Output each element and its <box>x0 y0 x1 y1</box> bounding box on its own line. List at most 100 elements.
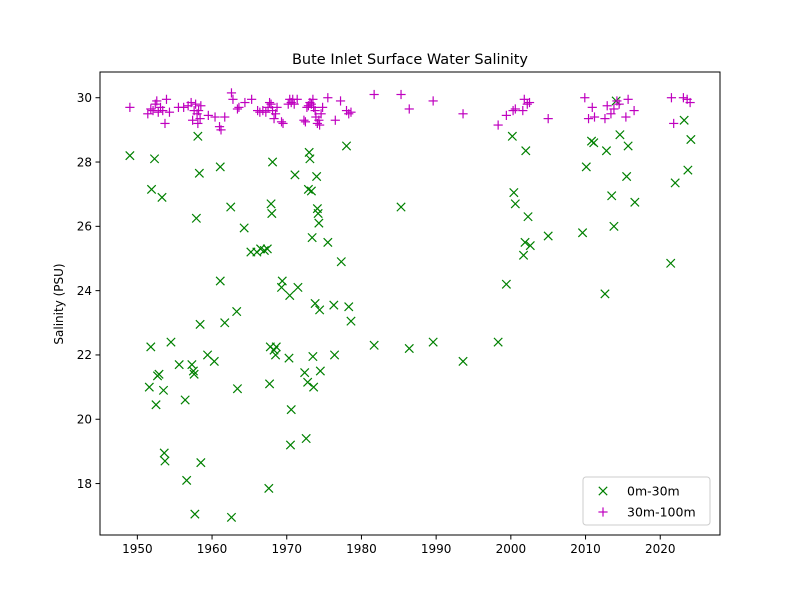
data-point <box>589 112 600 122</box>
data-point <box>161 94 172 104</box>
data-point <box>264 97 275 108</box>
data-point <box>621 112 631 122</box>
data-point <box>154 369 164 379</box>
y-tick-label: 30 <box>77 91 92 105</box>
data-point <box>323 237 333 248</box>
data-point <box>600 114 610 124</box>
data-point <box>520 237 530 248</box>
data-point <box>284 353 294 363</box>
data-point <box>270 109 281 119</box>
data-point <box>159 448 169 458</box>
data-point <box>232 104 243 114</box>
data-point <box>164 107 175 117</box>
data-point <box>148 105 158 116</box>
data-point <box>305 154 315 164</box>
data-point <box>149 154 160 164</box>
data-point <box>314 115 324 125</box>
data-point <box>316 109 326 119</box>
data-point <box>323 93 333 103</box>
data-point <box>615 130 625 140</box>
data-point <box>266 99 276 109</box>
data-point <box>179 102 189 112</box>
data-point <box>186 97 196 108</box>
data-point <box>259 245 269 256</box>
data-point <box>521 146 531 156</box>
data-point <box>314 305 325 315</box>
legend-box <box>582 476 711 526</box>
data-point <box>266 199 276 209</box>
data-point <box>276 117 287 127</box>
data-point <box>269 114 279 124</box>
data-point <box>666 258 676 268</box>
data-point <box>686 134 696 145</box>
data-point <box>194 105 204 116</box>
data-point <box>278 118 288 129</box>
data-point <box>330 115 340 125</box>
data-point <box>336 257 346 267</box>
x-tick-label: 1970 <box>271 542 302 556</box>
data-point <box>589 138 599 148</box>
x-tick-label: 1990 <box>421 542 452 556</box>
data-point <box>285 440 296 450</box>
data-point <box>501 110 511 121</box>
data-point <box>587 102 597 112</box>
data-point <box>292 94 302 104</box>
data-point <box>602 101 612 111</box>
data-point <box>195 319 205 330</box>
data-point <box>158 105 168 116</box>
legend-marker-0m-30m <box>598 486 608 496</box>
data-point <box>174 359 184 370</box>
legend-label-0m-30m: 0m-30m <box>627 484 680 499</box>
data-point <box>522 99 532 109</box>
y-tick-label: 20 <box>77 413 92 427</box>
data-point <box>609 221 619 231</box>
series-0m-30m <box>125 96 696 522</box>
axes: 1950 1960 1970 1980 1990 2000 2010 2020 18 20 22 24… <box>77 71 721 556</box>
x-tick-label: 1960 <box>197 542 228 556</box>
data-point <box>152 96 162 106</box>
data-point <box>679 115 689 125</box>
data-point <box>518 105 528 116</box>
chart-title: Bute Inlet Surface Water Salinity <box>292 52 528 68</box>
data-point <box>191 99 201 109</box>
data-point <box>606 109 616 119</box>
data-point <box>670 178 680 188</box>
x-tick-label: 2000 <box>496 542 527 556</box>
data-point <box>247 94 257 104</box>
data-point <box>193 118 203 129</box>
data-point <box>191 213 201 223</box>
data-point <box>600 289 610 299</box>
data-point <box>346 107 356 117</box>
data-point <box>683 165 693 175</box>
data-point <box>341 141 352 151</box>
data-point <box>146 104 156 114</box>
data-point <box>277 276 287 286</box>
data-point <box>215 276 225 286</box>
data-point <box>261 107 271 117</box>
data-point <box>312 171 322 182</box>
data-point <box>232 384 243 394</box>
data-point <box>151 400 161 410</box>
data-point <box>396 89 406 100</box>
data-point <box>299 115 309 125</box>
data-point <box>308 94 318 104</box>
data-point <box>146 184 157 194</box>
data-point <box>270 350 281 360</box>
legend-marker-30m-100m <box>598 507 608 517</box>
data-point <box>125 150 135 161</box>
y-tick-label: 18 <box>77 477 92 491</box>
data-point <box>307 232 317 243</box>
y-tick-label: 24 <box>77 284 92 298</box>
data-point <box>195 114 205 124</box>
data-point <box>239 223 249 233</box>
data-point <box>523 212 533 222</box>
x-tick-label: 1950 <box>122 542 153 556</box>
data-point <box>601 146 612 156</box>
series-30m-100m <box>125 88 695 135</box>
data-point <box>188 115 198 125</box>
data-point <box>510 199 520 209</box>
data-point <box>614 99 624 109</box>
data-point <box>510 104 520 114</box>
data-point <box>285 290 295 301</box>
data-point <box>346 316 356 326</box>
